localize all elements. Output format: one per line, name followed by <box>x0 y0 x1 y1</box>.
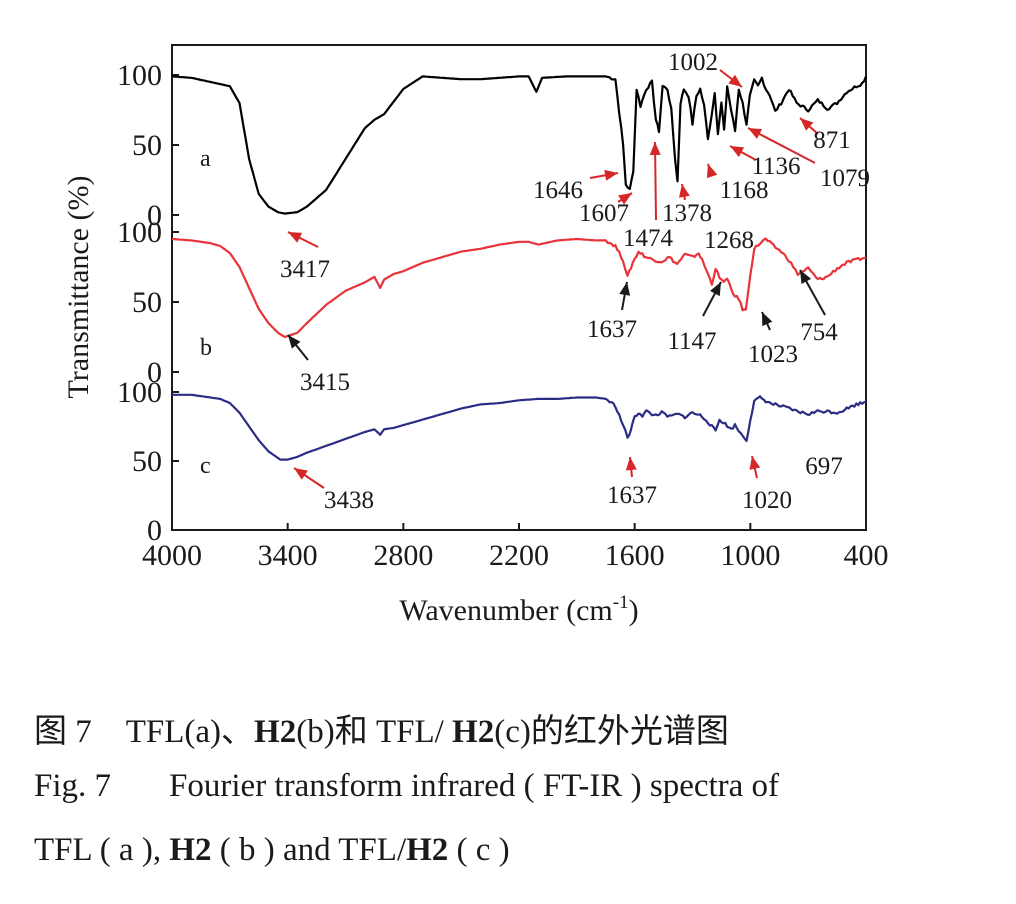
caption-english-line-2: TFL ( a ), H2 ( b ) and TFL/H2 ( c ) <box>34 832 510 868</box>
peak-label-1607: 1607 <box>579 200 629 227</box>
x-tick-label: 1000 <box>720 539 780 572</box>
peak-arrowhead-1378 <box>678 184 690 198</box>
peak-label-1168: 1168 <box>719 177 768 204</box>
y-tick-label: 100 <box>117 216 162 249</box>
peak-label-1136: 1136 <box>751 153 800 180</box>
peak-arrowhead-1020 <box>749 456 761 470</box>
panel-label-a: a <box>200 146 211 172</box>
peak-label-1637: 1637 <box>587 316 637 343</box>
peak-label-754: 754 <box>800 319 838 346</box>
peak-arrowhead-1637 <box>619 282 631 296</box>
x-axis-title: Wavenumber (cm-1) <box>399 592 638 627</box>
peak-arrowhead-1147 <box>710 282 721 297</box>
y-tick-label: 50 <box>132 286 162 319</box>
peak-label-1020: 1020 <box>742 487 792 514</box>
peak-label-3438: 3438 <box>324 487 374 514</box>
y-tick-label: 50 <box>132 129 162 162</box>
peak-label-1646: 1646 <box>533 177 583 204</box>
caption-chinese: 图 7 TFL(a)、H2(b)和 TFL/ H2(c)的红外光谱图 <box>34 714 729 750</box>
peak-arrowhead-1474 <box>649 142 661 156</box>
x-tick-label: 1600 <box>605 539 665 572</box>
peak-arrowhead-1079 <box>748 128 763 139</box>
y-tick-label: 100 <box>117 376 162 409</box>
peak-label-3415: 3415 <box>300 369 350 396</box>
y-tick-label: 50 <box>132 445 162 478</box>
spectrum-c <box>172 393 867 461</box>
peak-label-1268: 1268 <box>704 227 754 254</box>
ftir-figure: 4000 3400 2800 2200 1600 1000 400 100500100500… <box>62 44 889 627</box>
peak-arrowhead-3417 <box>288 232 303 243</box>
peak-arrowhead-1607 <box>618 193 632 205</box>
y-axis-title: Transmittance (%) <box>62 175 95 398</box>
y-tick-label: 0 <box>147 356 162 389</box>
peak-arrowhead-3415 <box>288 335 301 349</box>
spectrum-b <box>171 237 867 339</box>
peak-label-1002: 1002 <box>668 49 718 76</box>
x-tick-label: 3400 <box>258 539 318 572</box>
caption-english-line-1: Fig. 7 Fourier transform infrared ( FT-IR… <box>34 768 780 804</box>
peak-label-1637: 1637 <box>607 482 657 509</box>
peak-arrowhead-1646 <box>604 169 618 181</box>
x-axis: 4000 3400 2800 2200 1600 1000 400 <box>142 523 889 572</box>
x-tick-label: 400 <box>844 539 889 572</box>
x-tick-label: 2200 <box>489 539 549 572</box>
spectrum-a <box>171 75 868 215</box>
peak-label-1147: 1147 <box>667 328 716 355</box>
peak-label-697: 697 <box>805 453 843 480</box>
peak-arrowhead-1023 <box>762 312 773 327</box>
x-tick-label: 2800 <box>373 539 433 572</box>
peak-label-871: 871 <box>813 127 851 154</box>
peak-arrowhead-1136 <box>730 146 745 158</box>
peak-arrow-1474 <box>654 141 657 221</box>
peak-arrowhead-1002 <box>728 74 742 87</box>
x-tick-label: 4000 <box>142 539 202 572</box>
peak-label-1378: 1378 <box>662 200 712 227</box>
y-tick-label: 0 <box>147 199 162 232</box>
panel-label-b: b <box>200 335 212 361</box>
peak-label-3417: 3417 <box>280 256 330 283</box>
spectra <box>171 75 868 461</box>
peak-arrowhead-871 <box>800 118 814 131</box>
y-tick-label: 100 <box>117 59 162 92</box>
peak-label-1474: 1474 <box>623 225 674 252</box>
peak-label-1079: 1079 <box>820 165 870 192</box>
peak-label-1023: 1023 <box>748 341 798 368</box>
panel-label-c: c <box>200 453 211 479</box>
peak-arrowhead-3438 <box>294 468 308 480</box>
peak-arrowhead-754 <box>800 270 812 285</box>
peak-arrowhead-1637 <box>625 457 637 471</box>
y-tick-label: 0 <box>147 514 162 547</box>
peak-arrowhead-1168 <box>706 164 718 179</box>
